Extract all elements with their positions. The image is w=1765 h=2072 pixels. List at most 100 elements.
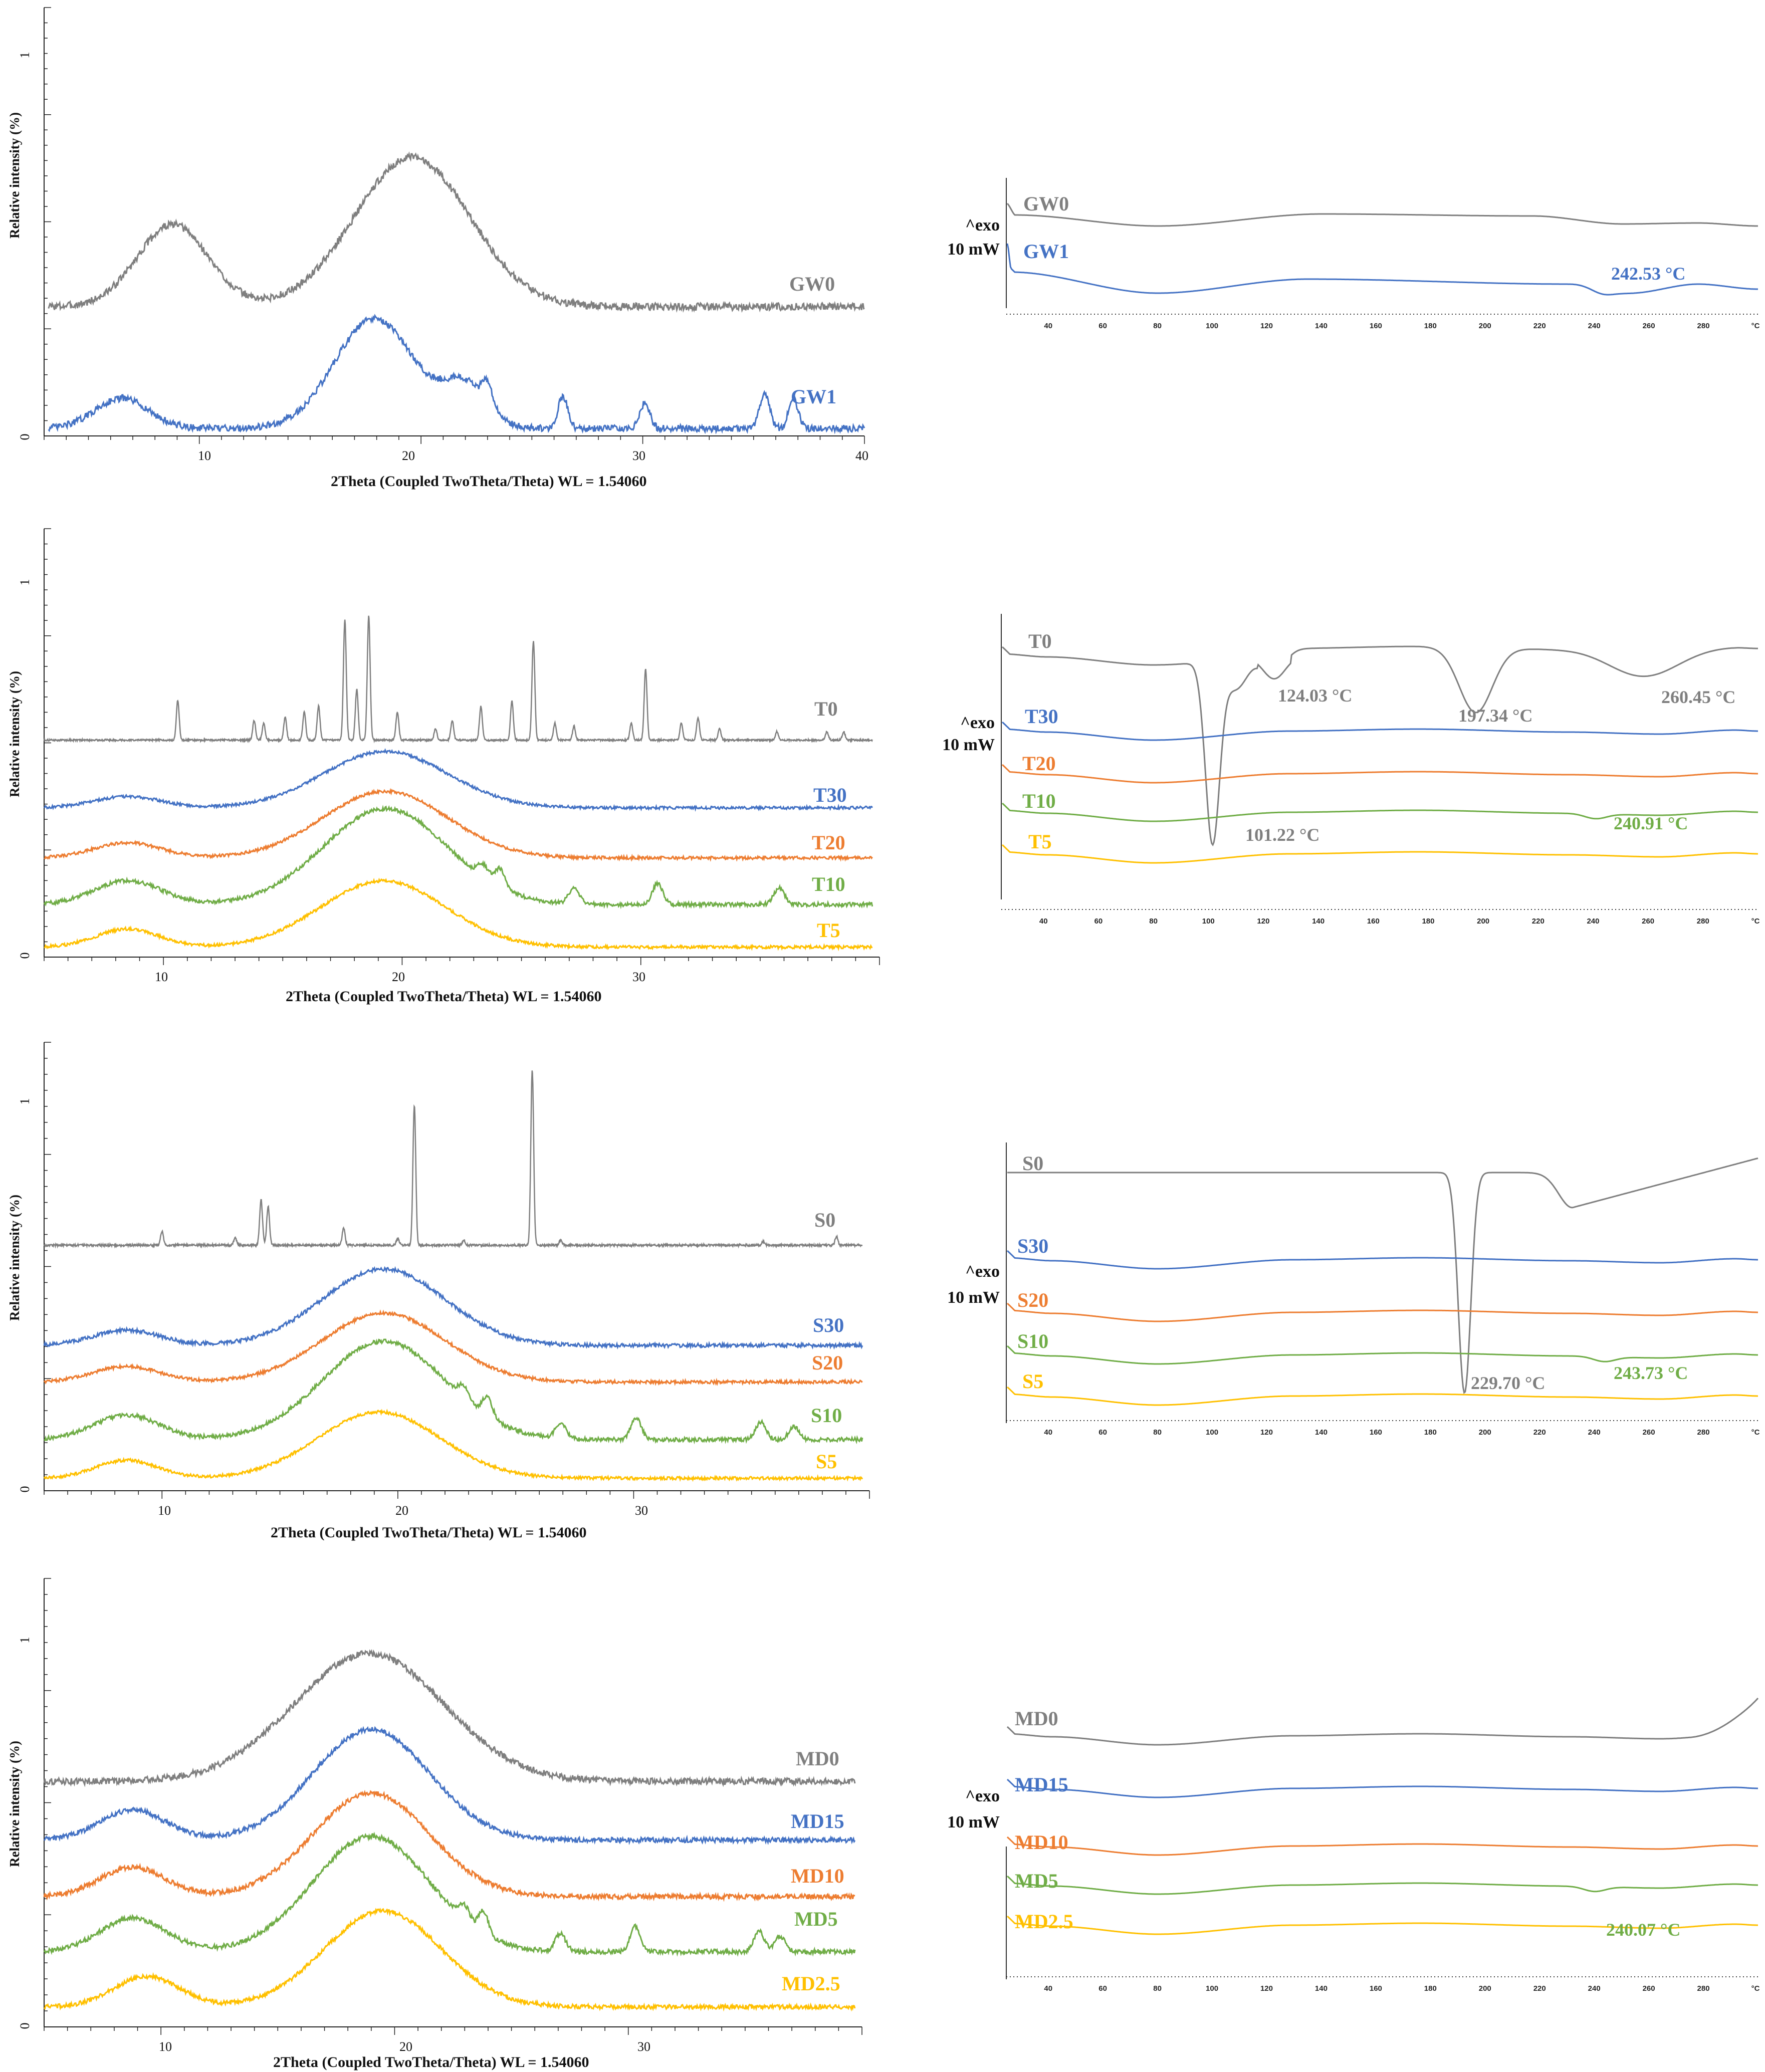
x-tick-label: 10 (155, 970, 168, 984)
dsc-series-label-GW1: GW1 (1023, 240, 1069, 263)
dsc-series-line-S0 (1007, 1157, 1758, 1394)
exo-label: ^exo (960, 714, 995, 732)
xrd-series-label-S20: S20 (812, 1351, 843, 1374)
dsc-annotation: 101.22 °C (1245, 825, 1319, 845)
xrd-series-line-GW1 (48, 314, 865, 434)
dsc-x-tick-label: 180 (1424, 1984, 1437, 1993)
dsc-x-tick-label: 100 (1206, 1428, 1218, 1437)
dsc-annotation: 242.53 °C (1611, 264, 1685, 284)
dsc-x-tick-label: 60 (1098, 1428, 1107, 1437)
dsc-x-tick-label: 40 (1044, 322, 1052, 330)
dsc-annotation: 260.45 °C (1661, 687, 1735, 707)
xrd-series-label-S5: S5 (816, 1450, 837, 1473)
dsc-x-tick-label: 80 (1153, 1428, 1162, 1437)
dsc-x-tick-label: 240 (1587, 917, 1599, 926)
dsc-annotation: 124.03 °C (1278, 685, 1352, 706)
dsc-x-tick-label: °C (1751, 1984, 1760, 1993)
dsc-x-tick-label: 200 (1477, 917, 1489, 926)
dsc-series-line-T5 (1001, 844, 1758, 864)
dsc-x-tick-label: 40 (1039, 917, 1048, 926)
dsc-series-line-MD0 (1006, 1697, 1759, 1746)
dsc-x-tick-label: 100 (1202, 917, 1215, 926)
dsc-x-tick-label: 80 (1153, 1984, 1162, 1993)
dsc-x-tick-label: 60 (1098, 1984, 1107, 1993)
dsc-series-line-T30 (1001, 721, 1758, 741)
xrd-series-label-T5: T5 (817, 919, 840, 942)
dsc-x-tick-label: 120 (1257, 917, 1269, 926)
dsc-x-tick-label: 220 (1532, 917, 1545, 926)
xrd-series-label-T10: T10 (812, 873, 845, 895)
dsc-annotation: 229.70 °C (1471, 1373, 1545, 1393)
dsc-x-tick-label: 280 (1697, 1428, 1710, 1437)
dsc-x-tick-label: 260 (1642, 917, 1654, 926)
xrd-series-line-T10 (43, 805, 873, 909)
dsc-x-tick-label: 180 (1424, 1428, 1437, 1437)
dsc-x-tick-label: 180 (1424, 322, 1437, 330)
dsc-x-tick-label: 140 (1315, 322, 1328, 330)
dsc-series-line-GW1 (1006, 243, 1758, 296)
dsc-annotation: 240.07 °C (1606, 1920, 1680, 1940)
dsc-series-label-S30: S30 (1017, 1235, 1048, 1257)
x-tick-label: 40 (855, 448, 868, 463)
y-tick-one: 1 (18, 579, 32, 586)
dsc-x-tick-label: 280 (1697, 1984, 1710, 1993)
dsc-x-tick-label: 200 (1479, 322, 1491, 330)
xrd-series-label-T0: T0 (814, 698, 838, 720)
dsc-x-tick-label: 40 (1044, 1428, 1052, 1437)
y-tick-one: 1 (18, 52, 32, 59)
exo-label: ^exo (965, 1262, 1000, 1281)
dsc-series-label-T20: T20 (1022, 752, 1056, 775)
xrd-series-label-T20: T20 (812, 831, 845, 854)
scale-label: 10 mW (947, 1813, 1000, 1831)
xrd-series-label-MD15: MD15 (791, 1810, 844, 1832)
dsc-series-line-MD2.5 (1006, 1915, 1758, 1935)
exo-label: ^exo (965, 216, 1000, 235)
dsc-x-tick-label: 260 (1643, 1428, 1655, 1437)
dsc-series-line-S20 (1006, 1302, 1758, 1322)
xrd-series-line-T5 (44, 877, 873, 952)
dsc-series-label-MD0: MD0 (1015, 1707, 1058, 1730)
dsc-x-tick-label: 280 (1697, 917, 1709, 926)
dsc-panel-2: 40 60 80 100 120 140 160 180 200 220 240 260 280 °C ^e… (942, 614, 1760, 926)
dsc-x-tick-label: 160 (1367, 917, 1380, 926)
x-tick-label: 30 (632, 970, 645, 984)
dsc-x-tick-label: 120 (1260, 1984, 1273, 1993)
dsc-series-line-T20 (1001, 764, 1758, 784)
xrd-series-line-S0 (43, 1070, 863, 1249)
dsc-x-tick-label: 180 (1422, 917, 1434, 926)
dsc-x-tick-label: °C (1751, 917, 1760, 926)
xrd-series-label-GW1: GW1 (791, 385, 836, 408)
y-tick-zero: 0 (18, 2023, 32, 2029)
x-tick-label: 20 (402, 448, 415, 463)
xrd-series-label-MD2.5: MD2.5 (782, 1972, 840, 1995)
dsc-series-label-T0: T0 (1028, 630, 1052, 652)
dsc-x-tick-label: 120 (1260, 1428, 1273, 1437)
dsc-x-tick-label: 160 (1370, 1428, 1382, 1437)
dsc-x-tick-label: 260 (1643, 1984, 1655, 1993)
xrd-panel-4: 0 1 10 20 30 Relative intensity (%) 2Theta (Co… (7, 1578, 862, 2070)
dsc-x-tick-label: 160 (1370, 322, 1382, 330)
dsc-series-line-T0 (1001, 645, 1758, 846)
xrd-y-axis-label: Relative intensity (%) (7, 1741, 22, 1867)
xrd-series-line-MD0 (43, 1649, 856, 1787)
scale-label: 10 mW (947, 240, 1000, 259)
dsc-series-label-T30: T30 (1025, 705, 1058, 728)
xrd-series-line-S30 (43, 1266, 863, 1350)
dsc-series-line-T10 (1001, 802, 1758, 822)
dsc-series-label-S0: S0 (1022, 1152, 1043, 1175)
dsc-series-line-MD10 (1006, 1836, 1758, 1856)
dsc-series-label-T10: T10 (1022, 790, 1056, 812)
y-tick-zero: 0 (18, 434, 32, 440)
xrd-series-label-S30: S30 (813, 1314, 844, 1336)
dsc-series-line-S5 (1006, 1386, 1758, 1406)
xrd-series-line-T30 (43, 748, 873, 812)
dsc-annotation: 197.34 °C (1458, 706, 1532, 726)
xrd-x-axis-label: 2Theta (Coupled TwoTheta/Theta) WL = 1.5… (286, 988, 602, 1005)
dsc-x-tick-label: 240 (1588, 1984, 1601, 1993)
dsc-panel-4: 40 60 80 100 120 140 160 180 200 220 240 260 280 °C ^e… (947, 1697, 1760, 1993)
y-tick-one: 1 (18, 1637, 32, 1644)
xrd-panel-1: 0 1 10 20 30 40 Relative intensity (%) 2Theta (… (7, 7, 868, 490)
dsc-series-label-S5: S5 (1022, 1370, 1043, 1393)
dsc-x-tick-label: 140 (1312, 917, 1325, 926)
